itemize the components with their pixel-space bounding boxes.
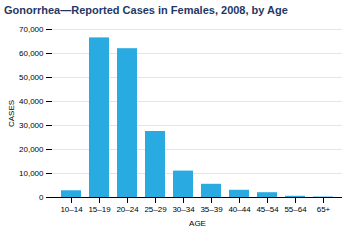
svg-text:45–54: 45–54: [256, 205, 279, 214]
svg-text:55–64: 55–64: [284, 205, 307, 214]
svg-text:40,000: 40,000: [19, 97, 44, 106]
svg-text:70,000: 70,000: [19, 25, 44, 34]
svg-text:65+: 65+: [317, 205, 331, 214]
svg-text:CASES: CASES: [7, 100, 16, 127]
svg-text:20–24: 20–24: [116, 205, 139, 214]
html-text:Gonorrhea—Reported Cases in Fe: Gonorrhea—Reported Cases in Females, 200…: [4, 4, 288, 16]
svg-text:20,000: 20,000: [19, 145, 44, 154]
svg-text:30,000: 30,000: [19, 121, 44, 130]
svg-text:50,000: 50,000: [19, 73, 44, 82]
svg-text:30–34: 30–34: [172, 205, 195, 214]
svg-text:15–19: 15–19: [88, 205, 111, 214]
svg-text:10,000: 10,000: [19, 169, 44, 178]
svg-text:10–14: 10–14: [60, 205, 83, 214]
svg-text:60,000: 60,000: [19, 49, 44, 58]
svg-text:AGE: AGE: [189, 219, 206, 228]
svg-text:35–39: 35–39: [200, 205, 223, 214]
svg-text:25–29: 25–29: [144, 205, 167, 214]
svg-text:0: 0: [39, 193, 44, 202]
svg-text:40–44: 40–44: [228, 205, 251, 214]
